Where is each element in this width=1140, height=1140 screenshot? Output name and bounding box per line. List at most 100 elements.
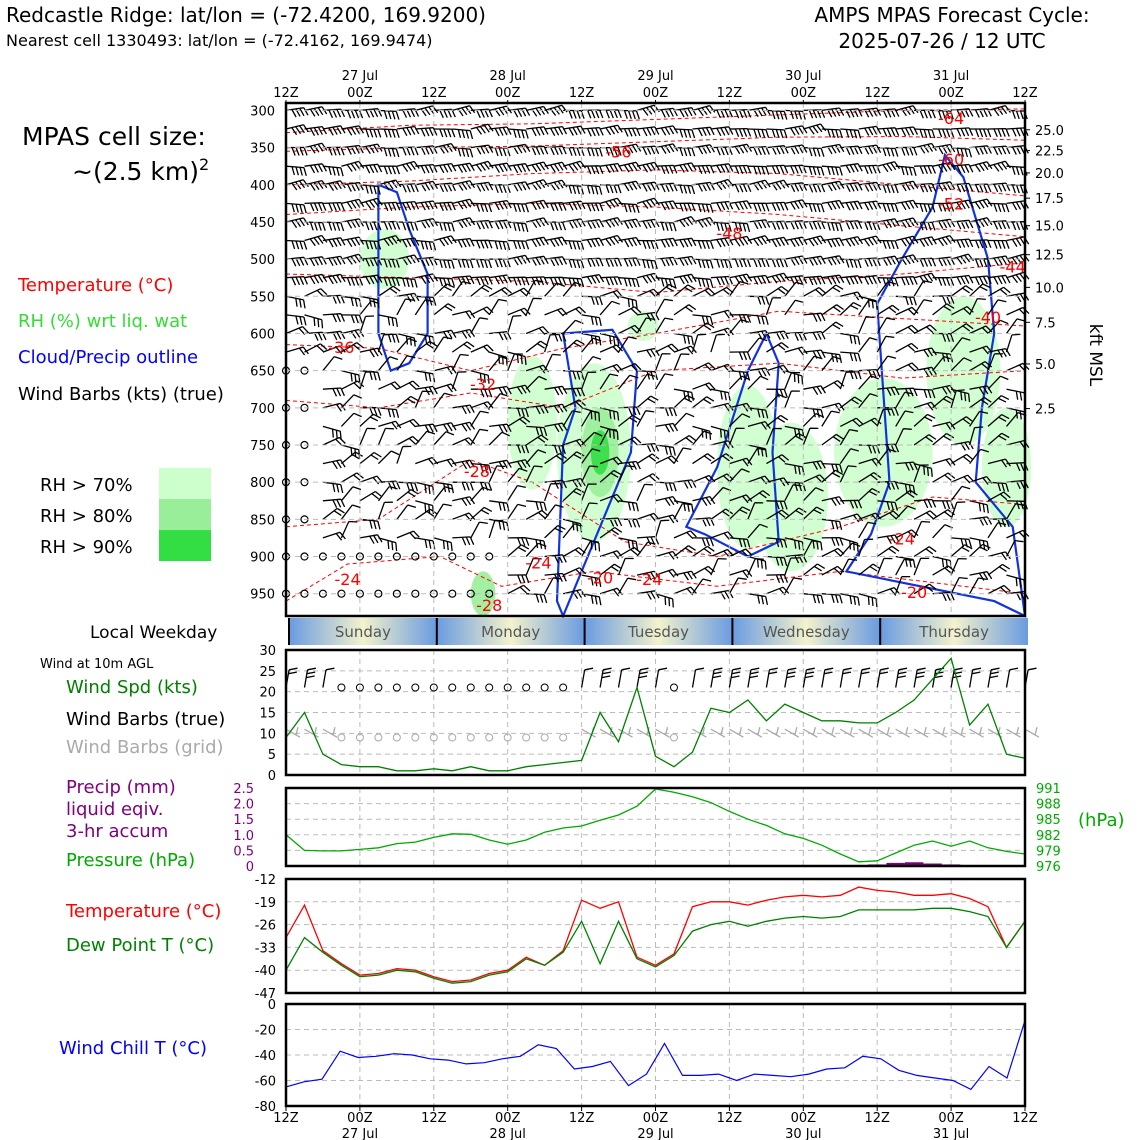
wind-barb: [341, 160, 365, 172]
wind-barb: [784, 432, 807, 446]
wind-barb: [452, 237, 475, 248]
weekday-cell: [880, 618, 1028, 645]
wind-barb: [784, 577, 803, 595]
precip-tick-label: 2.0: [233, 798, 254, 813]
wind-barb: [636, 104, 660, 116]
wind-barb: [600, 109, 622, 119]
wind-barb: [692, 277, 714, 288]
wind-barb: [304, 288, 328, 297]
wind-barb-grid: [802, 727, 818, 738]
wind-barb: [710, 557, 727, 576]
wind-barb: [950, 544, 973, 557]
wind-barb: [636, 126, 660, 137]
wind-barb: [341, 342, 364, 353]
wind-barb: [876, 355, 897, 372]
wind-barb: [525, 434, 549, 446]
wind-barb: [340, 451, 364, 465]
wind-barb: [969, 217, 993, 229]
wind-barb: [784, 331, 807, 341]
wind-barb: [451, 341, 475, 353]
pressure-tick-label: 982: [1036, 829, 1061, 844]
wind-barb: [951, 108, 974, 118]
wind-barb: [507, 254, 531, 266]
wind-barb: [821, 321, 844, 335]
wind-barb: [766, 285, 789, 297]
wind-barb: [562, 306, 586, 316]
wind-barb: [1005, 503, 1025, 520]
wind-barb-grid: [285, 727, 301, 738]
wind-barb: [452, 404, 475, 415]
wind-barb: [950, 388, 971, 403]
wind-barb: [507, 416, 531, 427]
wind-barb: [581, 537, 601, 552]
precip-liquid-label: liquid eqiv.: [66, 799, 163, 820]
wind-barb: [765, 427, 782, 446]
wind-barb: [673, 502, 692, 520]
wind-barb: [544, 332, 567, 342]
wind-barb: [470, 462, 492, 474]
wind-barb: [562, 399, 586, 409]
wind-barb: [840, 513, 864, 523]
wind-barb: [581, 237, 605, 248]
wind-barb: [359, 371, 375, 390]
wind-barb: [803, 235, 827, 247]
wind-barb: [932, 524, 953, 539]
wind-barb: [932, 256, 955, 267]
wind-barb: [839, 428, 859, 446]
wind-barb: [359, 274, 383, 285]
wind-barb: [951, 182, 974, 193]
wind-barb: [951, 127, 974, 137]
wind-barb: [931, 667, 945, 688]
wind-barb: [692, 104, 716, 117]
wind-barb: [396, 237, 420, 248]
wind-barb: [636, 197, 660, 209]
wind-barb: [766, 454, 790, 465]
wind-barb: [563, 370, 585, 380]
wind-barb: [562, 339, 585, 353]
wind-barb: [987, 319, 1009, 334]
wind-barb: [802, 287, 827, 297]
legend-rh: RH (%) wrt liq. wat: [18, 311, 187, 332]
wind-barb: [470, 317, 489, 334]
wind-barb: [617, 465, 635, 483]
wind-barb-grid: [858, 727, 874, 738]
wind-barb: [488, 286, 512, 297]
wind-barb: [488, 392, 509, 409]
wind-barb: [766, 128, 788, 139]
wind-barb: [950, 337, 971, 353]
wind-barb: [618, 257, 641, 267]
calm-marker-grid: [355, 733, 364, 742]
wind-barb: [858, 235, 882, 247]
wind-barb: [507, 287, 531, 297]
wind-barb: [507, 444, 530, 454]
wind-barb: [895, 306, 919, 316]
calm-marker-grid: [466, 733, 475, 742]
wind-barb: [968, 667, 982, 688]
wind-barb: [969, 128, 992, 138]
wind-barb: [766, 164, 789, 175]
wind-chill-panel: -80 -60 -40 -20 0: [255, 998, 1027, 1115]
wind-barb: [747, 202, 770, 212]
wind-barb: [766, 414, 789, 427]
wind-barb: [821, 274, 845, 285]
rh-legend-label: RH > 70%: [40, 475, 133, 496]
wind-barb: [655, 343, 679, 353]
wind-barb: [507, 459, 531, 469]
wind-barb: [821, 128, 843, 139]
wind-barb: [673, 273, 697, 285]
top-tick-label: 12Z: [273, 86, 299, 101]
wind-barb: [525, 542, 547, 557]
wind-barb: [840, 351, 862, 362]
wind-barb: [433, 431, 455, 446]
wind-barb: [470, 160, 494, 172]
wind-barb: [599, 493, 623, 503]
wind-barb: [784, 390, 800, 409]
wind-barb: [950, 389, 965, 408]
wind-barb: [876, 304, 900, 316]
wind-barb: [433, 277, 456, 287]
wind-barb: [729, 143, 753, 155]
wind-barb: [415, 200, 438, 211]
wind-barb: [525, 557, 542, 576]
isotherm-label: -64: [938, 109, 964, 128]
wind-barb: [562, 451, 585, 465]
